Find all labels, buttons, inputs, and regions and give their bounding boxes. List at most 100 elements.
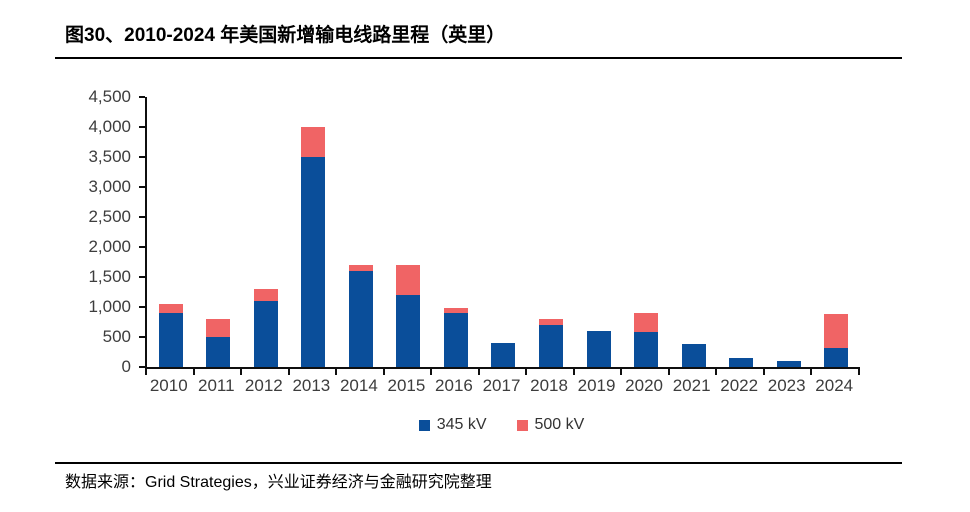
legend-item-345kv: 345 kV [418,416,487,434]
bar-2021-345kv [681,343,706,367]
x-tick-label-2024: 2024 [815,376,854,395]
y-tick-mark-2500 [139,216,145,218]
bar-2017 [491,343,516,367]
plot-area [145,97,860,369]
x-tick-label-2020: 2020 [625,376,663,395]
x-tick-mark-8 [525,369,528,375]
legend-swatch-500kv [516,419,528,431]
x-tick-mark-15 [858,369,860,375]
x-tick-mark-13 [762,369,765,375]
x-tick-label-2017: 2017 [482,376,521,395]
bar-2014-500kv [348,265,373,271]
y-tick-mark-1000 [139,306,145,308]
x-tick-mark-14 [810,369,813,375]
x-tick-label-2011: 2011 [198,376,235,395]
x-tick-mark-7 [477,369,480,375]
x-tick-label-2022: 2022 [720,376,759,395]
x-tick-mark-10 [620,369,623,375]
x-tick-mark-9 [572,369,575,375]
y-tick-mark-500 [139,336,145,338]
y-tick-label-4000: 4,000 [88,117,131,136]
bar-2012 [253,289,278,367]
bar-2023-345kv [776,361,801,367]
bar-2011 [206,319,231,367]
figure-title: 图30、2010-2024 年美国新增输电线路里程（英里） [65,25,506,46]
x-tick-label-2019: 2019 [577,376,616,395]
y-tick-label-0: 0 [121,357,131,376]
y-tick-mark-1500 [139,276,145,278]
bar-2014 [348,265,373,367]
bar-2012-500kv [253,289,278,301]
bar-2010-345kv [158,313,183,367]
bar-2019 [586,331,611,367]
y-tick-mark-4000 [139,126,145,128]
bar-2018 [539,319,564,367]
bar-2013-345kv [301,157,326,367]
y-tick-label-2500: 2,500 [88,207,131,226]
y-tick-mark-0 [139,366,145,368]
y-tick-mark-3500 [139,156,145,158]
y-tick-mark-4500 [139,96,145,98]
y-tick-label-4500: 4,500 [88,87,131,106]
x-tick-label-2014: 2014 [339,376,378,395]
bar-2024-500kv [824,313,849,348]
bar-2022-345kv [729,358,754,367]
bar-2018-345kv [539,325,564,367]
bar-2015 [396,265,421,367]
bar-slot-2015 [385,97,433,367]
bar-2021 [681,343,706,367]
x-tick-mark-2 [240,369,243,375]
legend-swatch-345kv [418,419,430,431]
y-tick-label-1000: 1,000 [88,297,131,316]
bar-2016-500kv [443,307,468,313]
y-tick-mark-2000 [139,246,145,248]
y-tick-label-500: 500 [102,327,131,346]
bar-2022 [729,358,754,367]
bar-2020 [634,313,659,367]
legend-label-345kv: 345 kV [436,416,487,433]
x-tick-mark-6 [430,369,433,375]
x-tick-label-2015: 2015 [387,376,426,395]
bar-2019-345kv [586,331,611,367]
bar-slot-2016 [432,97,480,367]
y-tick-label-3500: 3,500 [88,147,131,166]
data-source: 数据来源：Grid Strategies，兴业证券经济与金融研究院整理 [65,474,492,491]
figure-title-block: 图30、2010-2024 年美国新增输电线路里程（英里） [55,24,902,59]
bar-2024-345kv [824,347,849,367]
x-tick-label-2010: 2010 [149,376,188,395]
bar-slot-2022 [717,97,765,367]
bar-2020-500kv [634,313,659,333]
bar-slot-2011 [195,97,243,367]
bar-slot-2018 [527,97,575,367]
bar-2011-345kv [206,337,231,367]
bar-2017-345kv [491,343,516,367]
bar-2012-345kv [253,301,278,367]
bar-slot-2012 [242,97,290,367]
transmission-miles-chart: 0 500 1,000 1,500 2,000 2,500 3,000 3,500 4,000 4… [88,87,860,434]
footer-block: 数据来源：Grid Strategies，兴业证券经济与金融研究院整理 [55,462,902,493]
bar-2013 [301,127,326,367]
x-tick-mark-12 [715,369,718,375]
x-tick-label-2021: 2021 [672,376,711,395]
x-tick-label-2012: 2012 [244,376,283,395]
bar-slot-2013 [290,97,338,367]
bar-2014-345kv [348,271,373,367]
x-tick-label-2016: 2016 [435,376,473,395]
x-tick-mark-5 [382,369,385,375]
x-tick-label-2013: 2013 [292,376,331,395]
bar-2011-500kv [206,319,231,337]
y-tick-label-1500: 1,500 [88,267,131,286]
x-tick-mark-3 [287,369,290,375]
bar-2013-500kv [301,127,326,157]
bar-slot-2024 [812,97,860,367]
x-tick-mark-4 [335,369,338,375]
bar-slot-2014 [337,97,385,367]
bar-2023 [776,361,801,367]
bar-slot-2020 [622,97,670,367]
y-tick-mark-3000 [139,186,145,188]
legend: 345 kV 500 kV [145,416,858,434]
legend-item-500kv: 500 kV [516,416,585,434]
y-tick-label-2000: 2,000 [88,237,131,256]
legend-label-500kv: 500 kV [534,416,585,433]
